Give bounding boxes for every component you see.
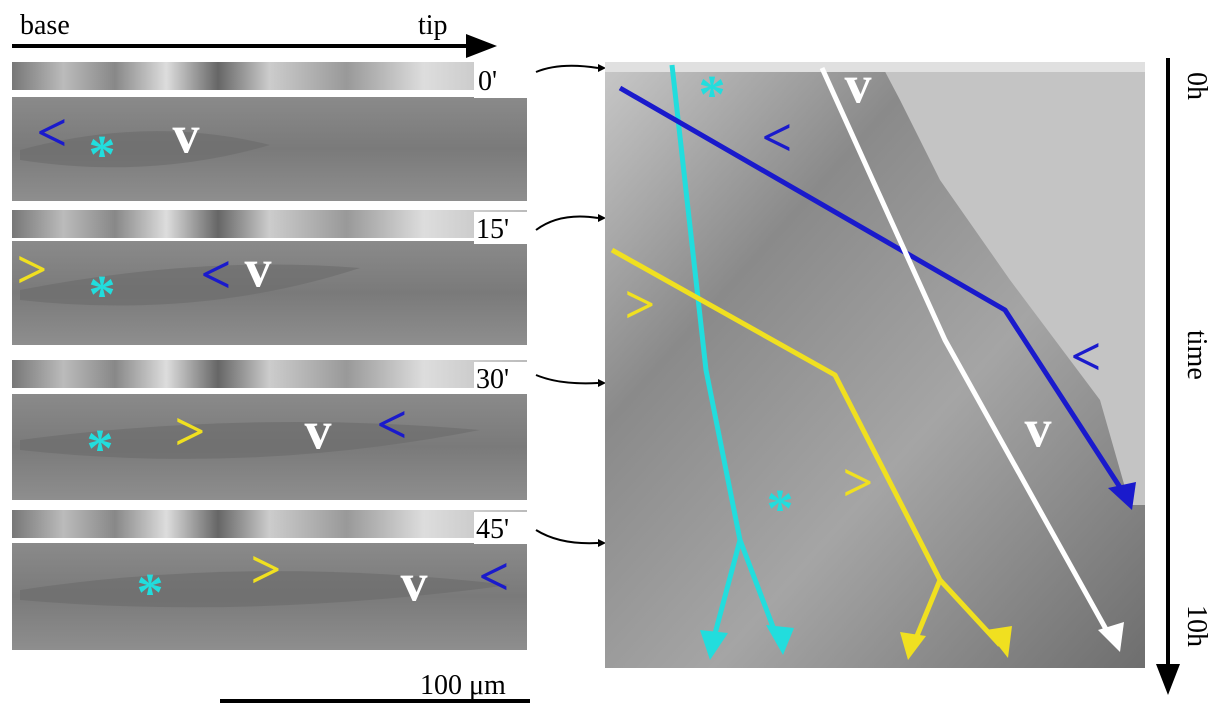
connectors xyxy=(536,66,598,543)
marker: > xyxy=(843,452,874,512)
base-label: base xyxy=(20,10,70,41)
marker: > xyxy=(175,401,206,461)
time-start: 0h xyxy=(1181,72,1212,100)
time-arrowhead xyxy=(1156,664,1180,695)
time-label: 15' xyxy=(476,214,509,245)
figure: base tip 0' 15' 30' 45' < * v > * < v * … xyxy=(0,0,1223,704)
marker: v xyxy=(245,238,272,298)
marker: * xyxy=(89,124,116,184)
marker: * xyxy=(89,264,116,324)
marker: * xyxy=(87,418,114,478)
marker: * xyxy=(767,478,794,538)
marker: > xyxy=(251,539,282,599)
marker: < xyxy=(201,244,232,304)
marker: < xyxy=(37,102,68,162)
marker: v xyxy=(845,54,872,114)
marker: v xyxy=(401,552,428,612)
marker: v xyxy=(173,104,200,164)
marker: < xyxy=(762,107,793,167)
marker: < xyxy=(1071,326,1102,386)
marker: < xyxy=(479,546,510,606)
tip-label: tip xyxy=(418,10,448,41)
marker: > xyxy=(625,274,656,334)
time-label: 45' xyxy=(476,514,509,545)
time-axis-label: time xyxy=(1181,330,1212,380)
marker: * xyxy=(137,562,164,622)
scale-bar-label: 100 μm xyxy=(420,670,506,701)
top-row xyxy=(605,62,1145,72)
time-end: 10h xyxy=(1181,605,1212,647)
marker: < xyxy=(377,394,408,454)
marker: > xyxy=(17,239,48,299)
marker: * xyxy=(699,64,726,124)
marker: v xyxy=(1025,398,1052,458)
connector-heads xyxy=(598,64,606,547)
marker: v xyxy=(305,400,332,460)
time-label: 30' xyxy=(476,364,509,395)
time-label: 0' xyxy=(478,66,497,97)
arrowhead xyxy=(466,34,497,58)
